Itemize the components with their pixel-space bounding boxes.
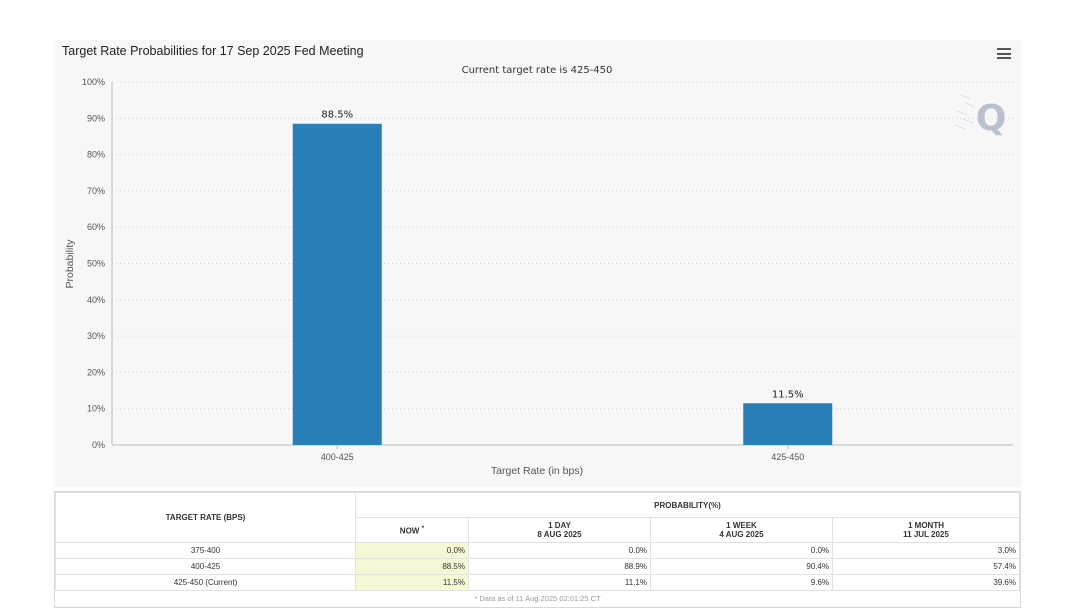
bar-425-450 xyxy=(743,403,833,445)
one-day-label: 1 DAY xyxy=(548,521,571,530)
one-week-date: 4 AUG 2025 xyxy=(719,530,764,539)
one-day-value-cell: 0.0% xyxy=(468,542,651,559)
table-row: 425-450 (Current) 11.5% 11.1% 9.6% 39.6% xyxy=(55,574,1020,591)
one-week-header: 1 WEEK 4 AUG 2025 xyxy=(650,517,833,543)
bar-400-425 xyxy=(292,123,382,446)
rate-cell: 425-450 (Current) xyxy=(55,574,356,591)
one-month-value-cell: 3.0% xyxy=(832,542,1020,559)
q-logo-icon: Q xyxy=(976,98,1007,139)
one-day-value-cell: 11.1% xyxy=(468,574,651,591)
rate-cell: 400-425 xyxy=(55,558,356,575)
y-axis-title: Probability xyxy=(64,239,76,289)
y-tick-label: 30% xyxy=(87,331,105,341)
now-value-cell: 0.0% xyxy=(355,542,469,559)
hamburger-menu-icon[interactable] xyxy=(997,48,1011,62)
y-tick-label: 50% xyxy=(87,259,105,269)
logo-ray xyxy=(962,118,974,124)
logo-ray xyxy=(960,94,972,100)
one-week-value-cell: 9.6% xyxy=(650,574,833,591)
now-value-cell: 88.5% xyxy=(355,558,469,575)
x-tick-label: 400-425 xyxy=(321,452,354,462)
now-header: NOW * xyxy=(355,517,469,543)
target-rate-header: TARGET RATE (BPS) xyxy=(55,492,356,543)
y-tick-label: 60% xyxy=(87,222,105,232)
one-day-date: 8 AUG 2025 xyxy=(537,530,582,539)
probability-header: PROBABILITY(%) xyxy=(355,492,1020,518)
y-tick-label: 40% xyxy=(87,295,105,305)
one-month-value-cell: 57.4% xyxy=(832,558,1020,575)
probability-table: TARGET RATE (BPS) PROBABILITY(%) NOW * 1… xyxy=(55,492,1020,605)
chart-subtitle: Current target rate is 425-450 xyxy=(462,65,613,76)
chart-title: Target Rate Probabilities for 17 Sep 202… xyxy=(62,44,364,58)
y-tick-label: 90% xyxy=(87,113,105,123)
logo-ray xyxy=(964,102,976,108)
one-month-header: 1 MONTH 11 JUL 2025 xyxy=(832,517,1020,543)
now-footnote-mark: * xyxy=(421,525,425,533)
x-tick-label: 425-450 xyxy=(771,452,804,462)
table-row: 400-425 88.5% 88.9% 90.4% 57.4% xyxy=(55,558,1020,575)
logo-ray xyxy=(954,124,966,130)
chart-plot: Current target rate is 425-450 0% 10% 20% 30… xyxy=(64,65,1013,477)
one-day-value-cell: 88.9% xyxy=(468,558,651,575)
bar-data-label: 11.5% xyxy=(772,389,804,400)
data-timestamp-footnote: * Data as of 11 Aug 2025 02:01:25 CT xyxy=(474,593,601,603)
now-label: NOW xyxy=(399,526,420,536)
one-week-value-cell: 0.0% xyxy=(650,542,833,559)
y-tick-label: 20% xyxy=(87,367,105,377)
one-week-value-cell: 90.4% xyxy=(650,558,833,575)
now-value-cell: 11.5% xyxy=(355,574,469,591)
y-tick-label: 10% xyxy=(87,404,105,414)
one-month-date: 11 JUL 2025 xyxy=(903,530,949,539)
y-tick-label: 80% xyxy=(87,150,105,160)
one-week-label: 1 WEEK xyxy=(726,521,757,530)
one-month-label: 1 MONTH xyxy=(908,521,944,530)
y-tick-label: 0% xyxy=(92,440,105,450)
x-axis-title: Target Rate (in bps) xyxy=(491,465,583,477)
y-tick-label: 70% xyxy=(87,186,105,196)
table-row: 375-400 0.0% 0.0% 0.0% 3.0% xyxy=(55,542,1020,559)
y-tick-label: 100% xyxy=(82,77,105,87)
logo-ray xyxy=(956,110,968,116)
rate-cell: 375-400 xyxy=(55,542,356,559)
one-month-value-cell: 39.6% xyxy=(832,574,1020,591)
one-day-header: 1 DAY 8 AUG 2025 xyxy=(468,517,651,543)
probability-table-container: TARGET RATE (BPS) PROBABILITY(%) NOW * 1… xyxy=(54,491,1021,608)
chart-panel: Current target rate is 425-450 0% 10% 20% 30… xyxy=(54,40,1021,487)
bar-data-label: 88.5% xyxy=(321,110,353,121)
